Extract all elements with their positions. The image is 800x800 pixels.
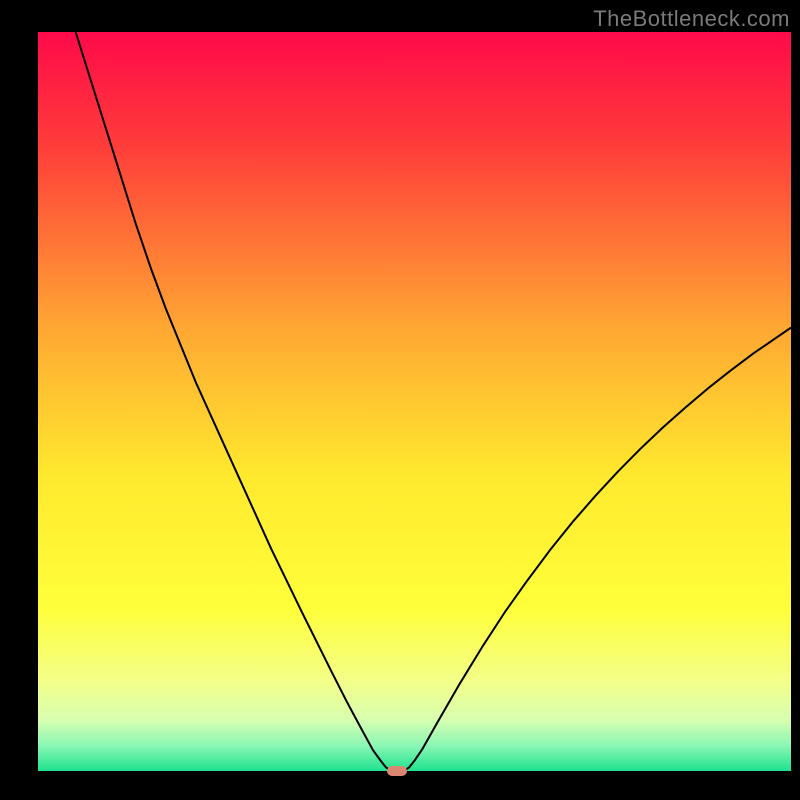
watermark-text: TheBottleneck.com [593, 6, 790, 32]
minimum-marker [387, 766, 407, 776]
gradient-background [38, 32, 791, 771]
plot-area [38, 32, 791, 771]
chart-container: TheBottleneck.com [0, 0, 800, 800]
plot-svg [38, 32, 791, 771]
